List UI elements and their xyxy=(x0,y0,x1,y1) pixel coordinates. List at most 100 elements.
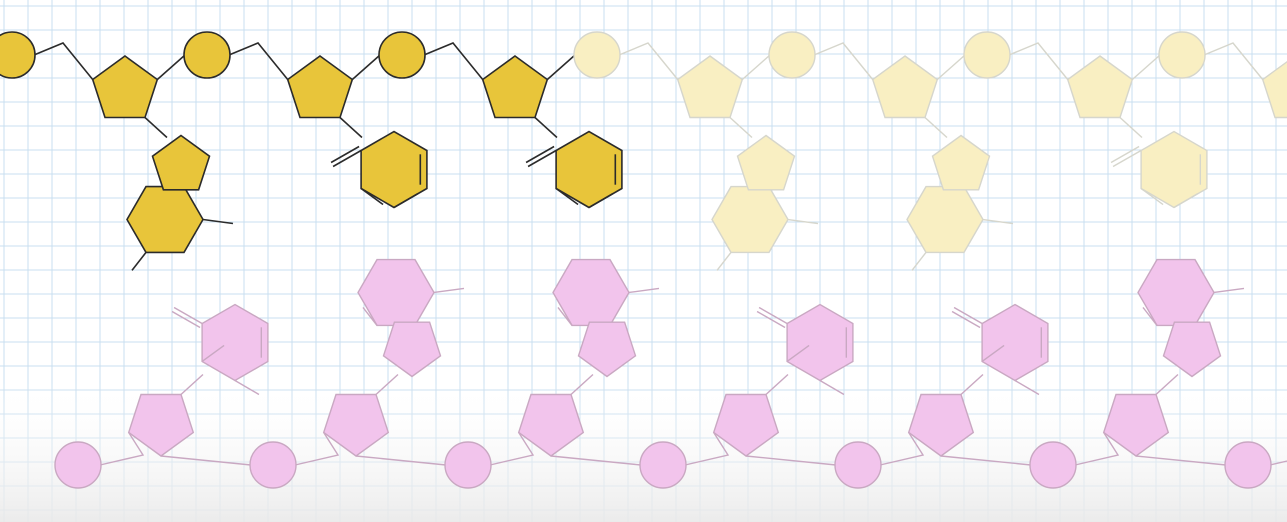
amine-group xyxy=(628,287,660,294)
backbone-bond xyxy=(1008,42,1069,80)
sugar-ring xyxy=(91,55,159,119)
purine-five-ring xyxy=(382,321,442,378)
sugar-ring xyxy=(907,393,975,457)
methyl-group xyxy=(1014,379,1040,396)
backbone-bond xyxy=(1131,54,1161,81)
carbonyl-group xyxy=(360,187,384,206)
phosphate-group xyxy=(1224,441,1272,489)
amine-group xyxy=(982,218,1014,225)
carbonyl-group xyxy=(1140,187,1164,206)
backbone-bond xyxy=(489,432,535,466)
purine-six-ring xyxy=(126,185,204,254)
glycosidic-bond xyxy=(144,116,168,139)
backbone-bond xyxy=(618,42,679,80)
phosphate-group xyxy=(54,441,102,489)
backbone-bond xyxy=(99,432,145,466)
nucleotide-5 xyxy=(768,31,1014,271)
methyl-group xyxy=(1173,192,1199,209)
backbone-bond xyxy=(741,54,771,81)
backbone-bond xyxy=(351,54,381,81)
glycosidic-bond xyxy=(534,116,558,139)
sugar-ring xyxy=(517,393,585,457)
backbone-bond xyxy=(228,42,289,81)
phosphate-group xyxy=(378,31,426,79)
backbone-bond xyxy=(156,54,186,81)
substituent-bond xyxy=(557,306,573,326)
nucleotide-7 xyxy=(1224,441,1287,489)
glycosidic-bond xyxy=(960,373,984,396)
backbone-bond xyxy=(879,432,925,466)
backbone-bond xyxy=(546,54,576,81)
nucleotide-6 xyxy=(963,31,1208,209)
nucleotide-3 xyxy=(378,31,623,209)
sugar-ring xyxy=(1066,55,1134,119)
phosphate-group xyxy=(183,31,231,79)
sugar-ring xyxy=(1261,60,1287,119)
backbone-bond xyxy=(813,42,874,80)
purine-five-ring xyxy=(577,321,637,378)
glycosidic-bond xyxy=(924,116,948,139)
phosphate-group xyxy=(639,441,687,489)
purine-six-ring xyxy=(906,185,984,254)
sugar-ring xyxy=(712,393,780,457)
amine-group xyxy=(202,218,234,225)
backbone-bond xyxy=(1203,42,1264,80)
backbone-bond xyxy=(745,455,837,466)
phosphate-group xyxy=(834,441,882,489)
backbone-bond xyxy=(936,54,966,81)
glycosidic-bond xyxy=(339,116,363,139)
pyrimidine-base xyxy=(201,303,269,382)
purine-five-ring xyxy=(931,134,991,191)
nucleotide-3 xyxy=(444,258,660,489)
sugar-ring xyxy=(676,55,744,119)
sugar-ring xyxy=(481,55,549,119)
backbone-bond xyxy=(1269,460,1287,466)
phosphate-group xyxy=(1029,441,1077,489)
carbonyl-group xyxy=(951,310,981,329)
carbonyl-group xyxy=(525,145,555,164)
methyl-group xyxy=(234,379,260,396)
nucleotide-1 xyxy=(0,31,234,271)
amine-group xyxy=(1213,287,1245,294)
purine-six-ring xyxy=(711,185,789,254)
backbone-bond xyxy=(1074,432,1120,466)
substituent-bond xyxy=(716,251,732,271)
methyl-group xyxy=(819,379,845,396)
carbonyl-group xyxy=(555,187,579,206)
phosphate-group xyxy=(0,31,36,79)
carbonyl-group xyxy=(527,149,557,168)
glycosidic-bond xyxy=(570,373,594,396)
carbonyl-group xyxy=(756,310,786,329)
sugar-ring xyxy=(127,393,195,457)
phosphate-group xyxy=(573,31,621,79)
phosphate-group xyxy=(1158,31,1206,79)
carbonyl-group xyxy=(786,344,810,363)
carbonyl-group xyxy=(201,344,225,363)
nucleotide-4 xyxy=(573,31,819,271)
backbone-bond xyxy=(423,42,484,81)
backbone-bond xyxy=(355,455,447,466)
carbonyl-group xyxy=(171,310,201,329)
backbone-bond xyxy=(684,432,730,466)
backbone-bond xyxy=(33,42,94,81)
glycosidic-bond xyxy=(180,373,204,396)
backbone-bond xyxy=(550,455,642,466)
backbone-bond xyxy=(1135,455,1227,466)
methyl-group xyxy=(393,192,419,209)
purine-five-ring xyxy=(736,134,796,191)
purine-five-ring xyxy=(1162,321,1222,378)
phosphate-group xyxy=(963,31,1011,79)
sugar-ring xyxy=(871,55,939,119)
substituent-bond xyxy=(1142,306,1158,326)
glycosidic-bond xyxy=(765,373,789,396)
sugar-ring xyxy=(322,393,390,457)
sugar-ring xyxy=(286,55,354,119)
carbonyl-group xyxy=(332,149,362,168)
sugar-ring xyxy=(1102,393,1170,457)
carbonyl-group xyxy=(1110,145,1140,164)
carbonyl-group xyxy=(758,306,788,325)
substituent-bond xyxy=(362,306,378,326)
carbonyl-group xyxy=(953,306,983,325)
